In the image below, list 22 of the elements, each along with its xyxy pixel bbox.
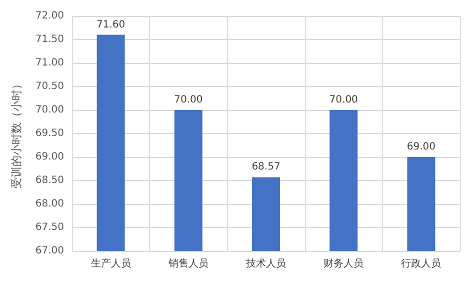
y-tick-label: 71.50 [35,34,64,45]
y-tick-label: 70.50 [35,81,64,92]
y-tick-label: 71.00 [35,58,64,68]
data-label: 70.00 [329,94,358,106]
y-tick-label: 69.50 [35,128,64,139]
data-label: 68.57 [252,162,280,173]
x-tick-label: 生产人员 [90,258,131,270]
data-label: 71.60 [96,19,126,30]
x-tick-label: 财务人员 [324,258,364,270]
y-tick-label: 67.00 [35,246,64,256]
x-tick-label: 技术人员 [245,258,286,270]
y-tick-label: 68.00 [35,198,64,210]
x-tick-label: 销售人员 [167,258,208,270]
y-tick-label: 72.00 [35,10,64,22]
y-tick-label: 67.50 [35,222,64,233]
x-tick-label: 行政人员 [401,258,442,270]
y-tick-label: 69.00 [35,152,64,162]
y-axis-title: 受训的小时数（小时） [10,78,23,188]
y-tick-label: 68.50 [35,175,64,186]
y-tick-label: 70.00 [35,104,64,116]
data-label: 69.00 [406,142,436,152]
data-label: 70.00 [174,94,203,106]
